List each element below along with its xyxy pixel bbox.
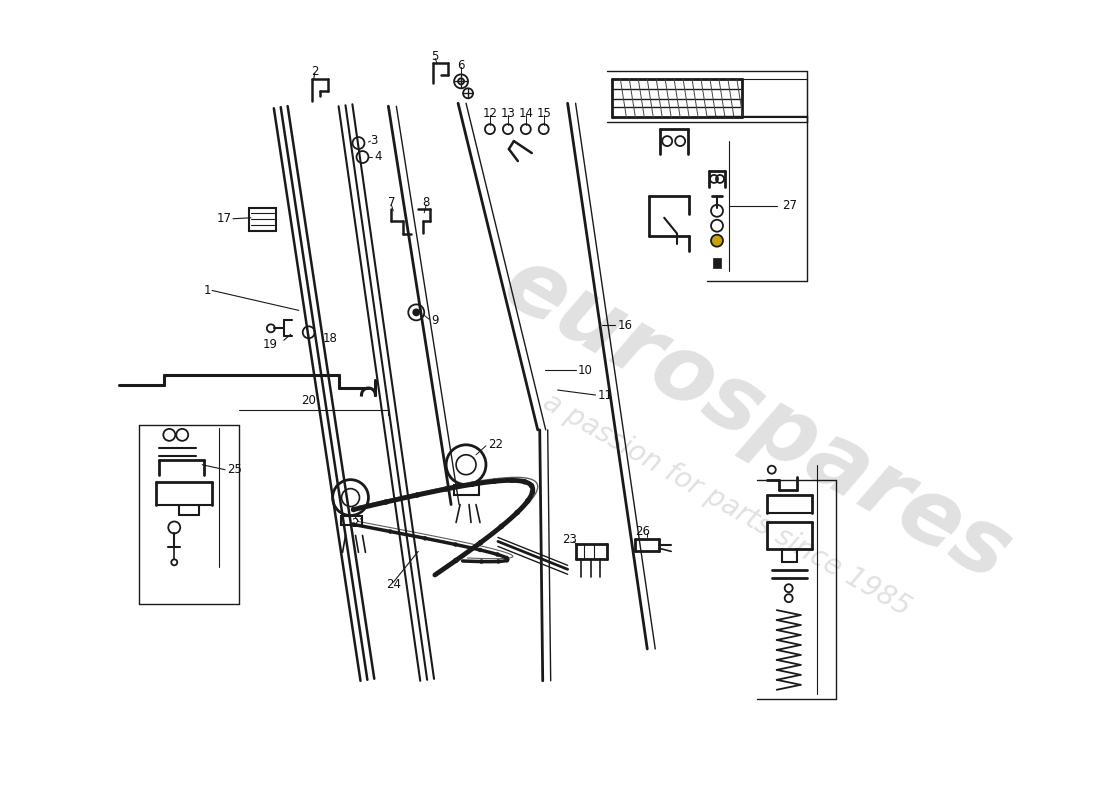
Circle shape [478,548,482,552]
Circle shape [522,479,527,484]
Text: 4: 4 [374,150,382,162]
Text: a passion for parts since 1985: a passion for parts since 1985 [538,387,915,622]
Text: 21: 21 [351,517,366,530]
Circle shape [453,558,459,563]
Circle shape [505,558,509,562]
Bar [341,515,363,526]
Circle shape [470,482,475,486]
Circle shape [480,559,484,563]
Circle shape [388,530,393,534]
Circle shape [453,542,458,546]
Circle shape [525,498,530,503]
Circle shape [529,483,534,488]
Text: 14: 14 [518,106,534,120]
Circle shape [422,536,427,540]
Text: 25: 25 [227,463,242,476]
Text: 5: 5 [431,50,439,63]
Circle shape [496,559,500,563]
Text: 24: 24 [386,578,400,590]
Circle shape [515,510,519,515]
Text: 6: 6 [458,59,465,72]
Circle shape [443,486,449,491]
Text: 10: 10 [578,364,593,377]
Circle shape [711,234,723,246]
Circle shape [383,499,388,505]
Text: eurospares: eurospares [487,239,1026,601]
Text: 1: 1 [204,284,211,297]
Text: 23: 23 [562,533,578,546]
Circle shape [498,524,504,529]
Circle shape [530,490,535,494]
Text: 22: 22 [488,438,503,451]
Text: 11: 11 [597,389,613,402]
Text: 8: 8 [422,196,430,210]
Text: 13: 13 [500,106,515,120]
Circle shape [414,310,419,315]
Text: 7: 7 [387,196,395,210]
Text: 18: 18 [322,332,338,345]
Text: 15: 15 [537,106,551,120]
Text: 26: 26 [635,525,650,538]
Text: 16: 16 [617,319,632,332]
Circle shape [415,493,419,498]
Circle shape [505,556,508,560]
Bar [713,258,721,267]
Text: 19: 19 [263,338,277,350]
Circle shape [509,478,515,483]
Text: 12: 12 [483,106,497,120]
Text: 3: 3 [371,134,377,146]
Text: 20: 20 [301,394,316,406]
Text: 27: 27 [782,199,796,212]
Circle shape [478,540,483,545]
Text: 2: 2 [311,65,318,78]
Bar [454,485,478,494]
Circle shape [352,522,355,526]
Text: 9: 9 [431,314,439,327]
Text: 17: 17 [217,212,232,226]
Circle shape [495,553,499,557]
Circle shape [492,479,497,484]
Circle shape [351,507,356,512]
